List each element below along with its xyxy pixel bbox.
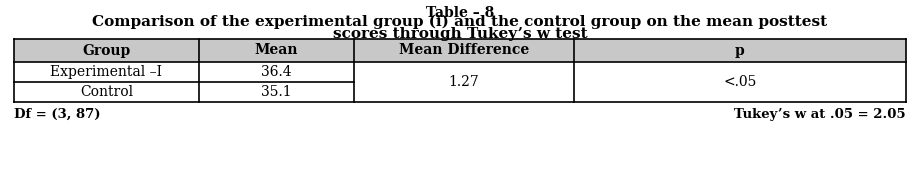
Text: Experimental –I: Experimental –I xyxy=(51,65,163,79)
Text: Control: Control xyxy=(80,85,133,99)
Text: 35.1: 35.1 xyxy=(261,85,291,99)
Text: Tukey’s w at .05 = 2.05: Tukey’s w at .05 = 2.05 xyxy=(733,108,905,121)
Bar xyxy=(14,62,905,102)
Text: 1.27: 1.27 xyxy=(448,75,479,89)
Text: Mean Difference: Mean Difference xyxy=(399,43,528,57)
Bar xyxy=(14,39,905,62)
Text: Comparison of the experimental group (i) and the control group on the mean postt: Comparison of the experimental group (i)… xyxy=(92,15,827,29)
Text: Mean: Mean xyxy=(255,43,298,57)
Text: 36.4: 36.4 xyxy=(261,65,291,79)
Text: scores through Tukey’s w test: scores through Tukey’s w test xyxy=(333,27,586,41)
Text: Group: Group xyxy=(83,43,130,57)
Text: Df = (3, 87): Df = (3, 87) xyxy=(14,108,100,121)
Text: <.05: <.05 xyxy=(722,75,755,89)
Text: p: p xyxy=(734,43,744,57)
Text: Table – 8: Table – 8 xyxy=(425,6,494,20)
